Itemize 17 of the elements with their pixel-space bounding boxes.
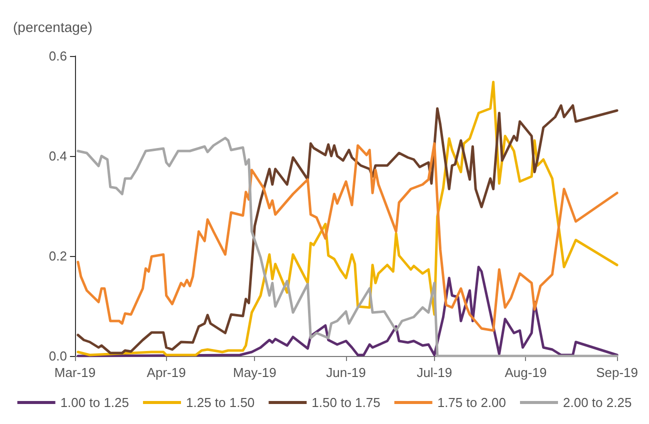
legend-label: 1.25 to 1.50 <box>186 395 255 410</box>
y-tick-label: 0.6 <box>48 48 67 64</box>
y-axis-title: (percentage) <box>13 19 92 35</box>
x-tick-label: Mar-19 <box>54 365 96 380</box>
legend-label: 1.00 to 1.25 <box>60 395 129 410</box>
legend-label: 2.00 to 2.25 <box>563 395 632 410</box>
x-tick-label: Aug-19 <box>504 365 547 380</box>
legend-label: 1.75 to 2.00 <box>437 395 506 410</box>
legend-label: 1.50 to 1.75 <box>312 395 380 410</box>
x-tick-label: Jun-19 <box>326 365 366 380</box>
x-tick-label: Apr-19 <box>146 365 186 380</box>
y-tick-label: 0.2 <box>48 248 67 264</box>
x-tick-label: Jul-19 <box>416 365 452 380</box>
x-tick-label: May-19 <box>233 365 276 380</box>
y-tick-label: 0.0 <box>48 348 67 364</box>
y-tick-label: 0.4 <box>48 148 67 164</box>
x-tick-label: Sep-19 <box>596 365 638 380</box>
